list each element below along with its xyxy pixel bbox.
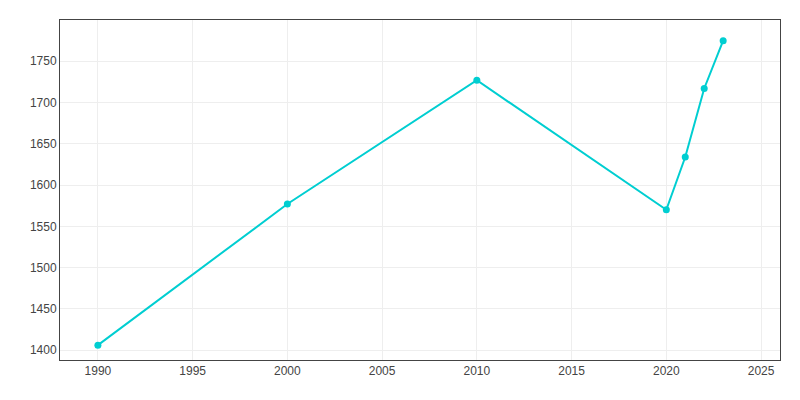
svg-text:2005: 2005	[369, 364, 396, 378]
svg-text:1990: 1990	[85, 364, 112, 378]
svg-text:1500: 1500	[30, 261, 57, 275]
svg-text:1700: 1700	[30, 96, 57, 110]
svg-text:2000: 2000	[274, 364, 301, 378]
svg-text:1650: 1650	[30, 137, 57, 151]
svg-text:2025: 2025	[748, 364, 775, 378]
svg-text:2010: 2010	[463, 364, 490, 378]
svg-text:1600: 1600	[30, 178, 57, 192]
svg-text:1995: 1995	[179, 364, 206, 378]
svg-text:2015: 2015	[558, 364, 585, 378]
svg-text:1750: 1750	[30, 54, 57, 68]
svg-text:1550: 1550	[30, 220, 57, 234]
svg-text:2020: 2020	[653, 364, 680, 378]
svg-text:1400: 1400	[30, 343, 57, 357]
svg-text:1450: 1450	[30, 302, 57, 316]
